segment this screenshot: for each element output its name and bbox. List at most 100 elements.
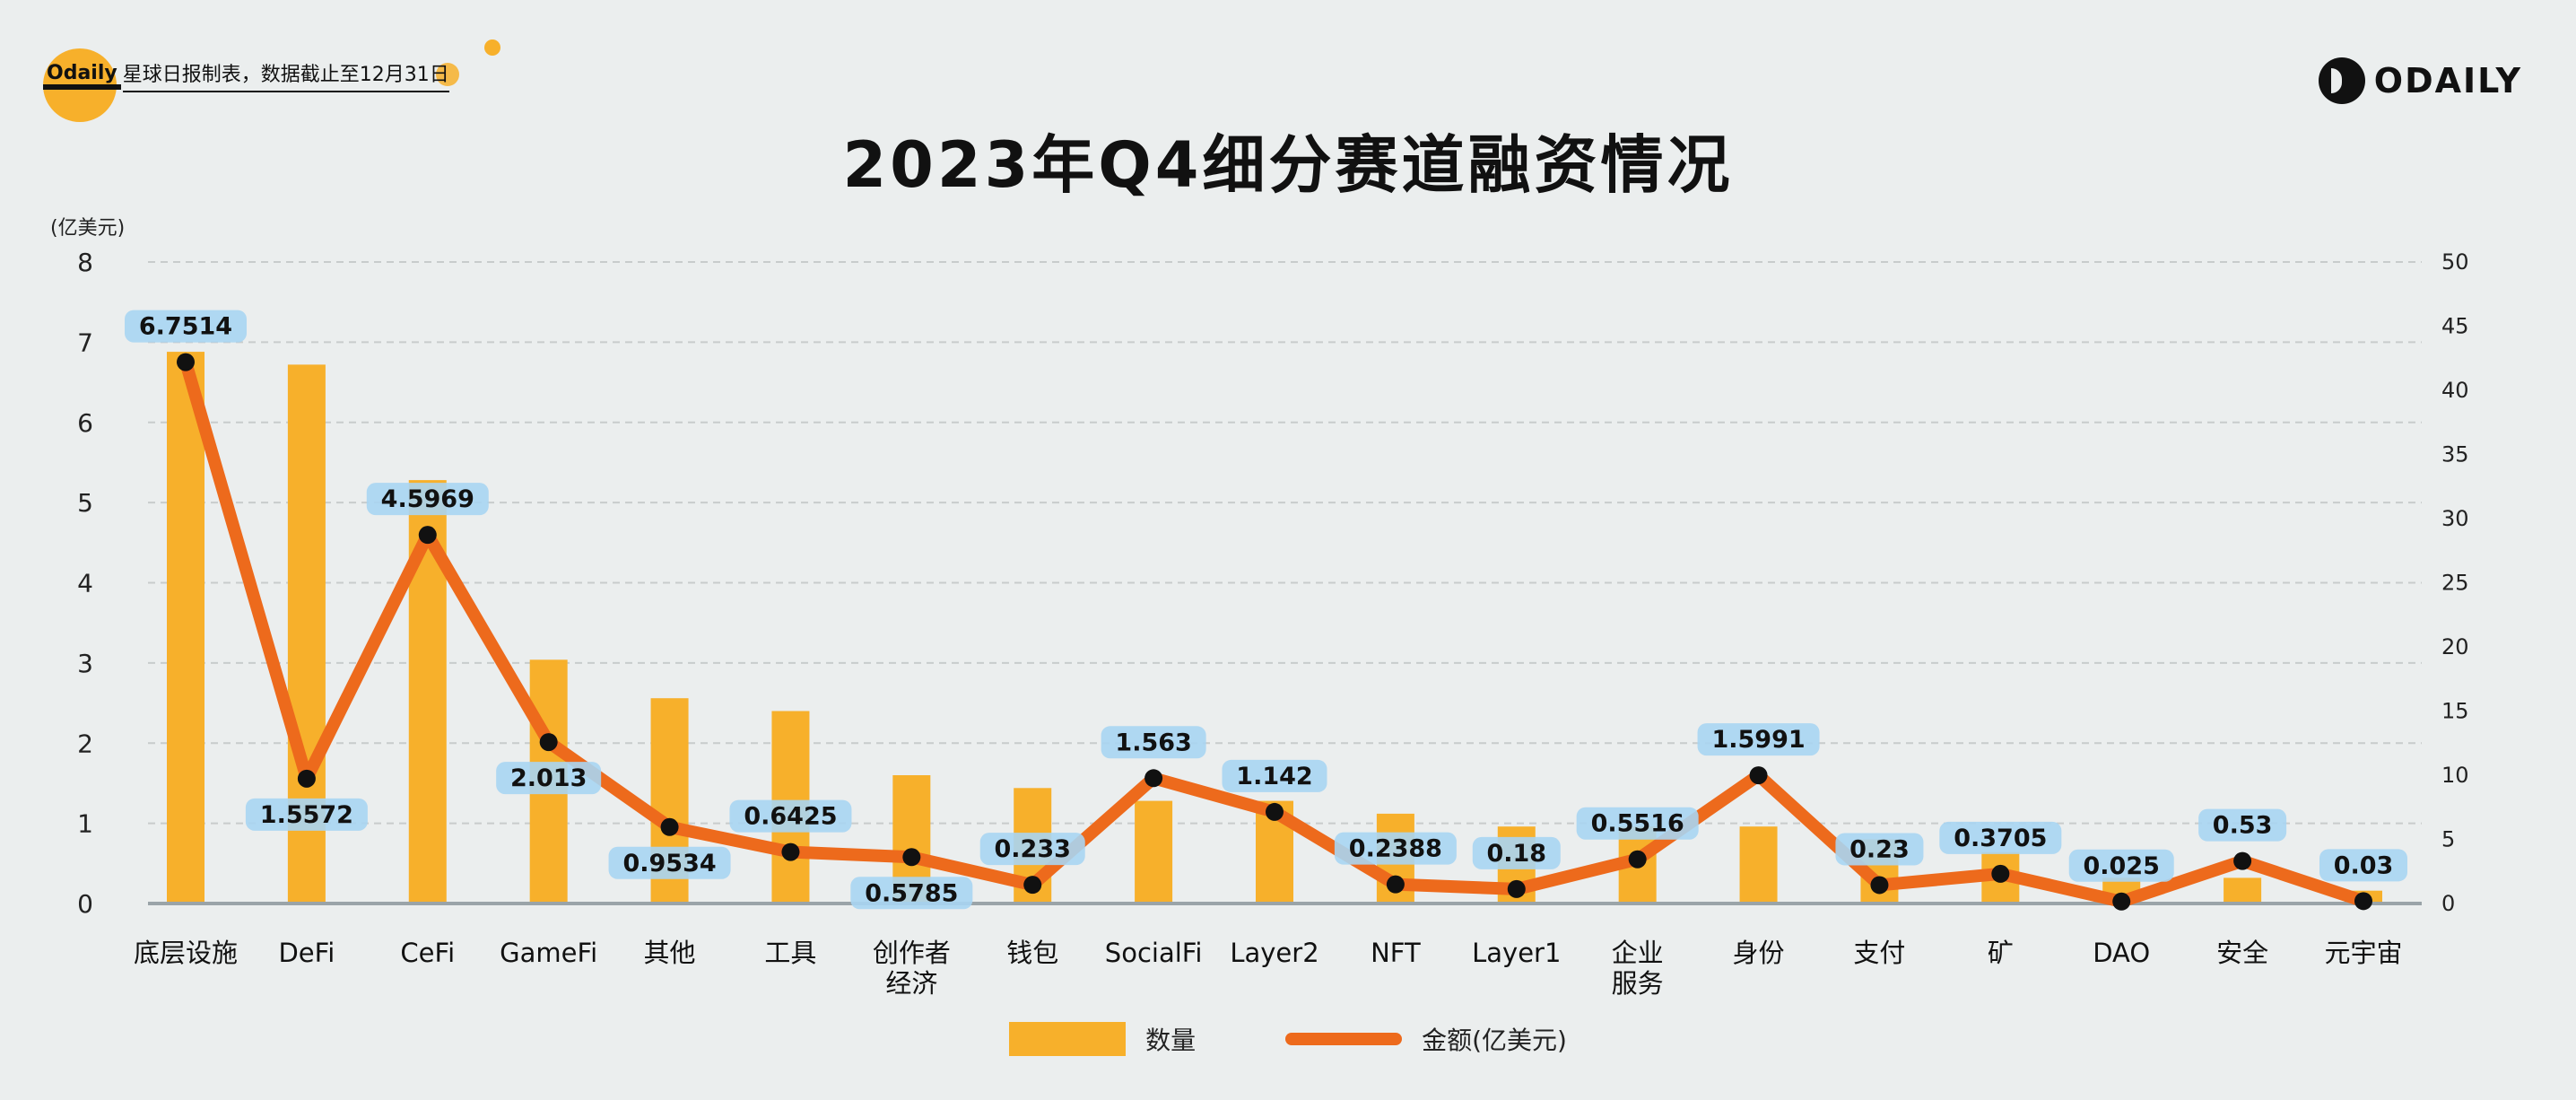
line-point: [1507, 879, 1526, 898]
line-point: [177, 353, 195, 371]
legend: 数量 金额(亿美元): [0, 1021, 2576, 1057]
line-point: [297, 769, 316, 788]
bar: [167, 352, 205, 904]
legend-item-amount: 金额(亿美元): [1285, 1021, 1567, 1057]
chart-title: 2023年Q4细分赛道融资情况: [842, 128, 1734, 202]
left-tick-label: 2: [77, 729, 93, 758]
logo: ODAILY: [2318, 57, 2522, 104]
logo-text: ODAILY: [2373, 61, 2522, 100]
data-label-bg: [125, 310, 247, 343]
data-label-bg: [608, 846, 731, 879]
line-point: [2112, 892, 2131, 911]
line-point: [781, 842, 800, 861]
left-tick-label: 0: [77, 889, 93, 919]
left-axis-unit: (亿美元): [50, 217, 126, 240]
right-tick-label: 40: [2441, 378, 2469, 403]
category-label: 创作者: [873, 938, 951, 968]
data-label: 0.18: [1486, 840, 1546, 868]
category-label: 矿: [1988, 938, 2014, 968]
left-tick-label: 5: [77, 488, 93, 518]
category-label: 其他: [644, 938, 696, 968]
right-tick-label: 45: [2441, 314, 2469, 339]
category-label: 企业: [1612, 938, 1664, 968]
right-tick-label: 30: [2441, 506, 2469, 531]
right-tick-label: 50: [2441, 249, 2469, 275]
data-label: 1.5572: [260, 801, 353, 829]
data-label: 0.9534: [622, 850, 716, 877]
left-tick-label: 7: [77, 327, 93, 357]
right-tick-label: 35: [2441, 442, 2469, 467]
bar: [1135, 800, 1173, 904]
data-label-bg: [729, 799, 852, 833]
category-label: 经济: [885, 968, 937, 999]
data-label: 0.3705: [1954, 825, 2047, 852]
line-point: [1144, 769, 1163, 788]
data-label-bg: [245, 798, 368, 831]
data-label: 0.6425: [744, 803, 837, 831]
line-point: [1870, 876, 1889, 895]
category-label: 元宇宙: [2324, 938, 2402, 968]
data-label: 0.025: [2084, 852, 2160, 880]
data-label-bg: [1101, 726, 1206, 759]
left-tick-label: 8: [77, 248, 93, 277]
badge-dot: [484, 39, 500, 56]
line-point: [1266, 802, 1284, 821]
bar: [2224, 877, 2262, 904]
data-label: 1.142: [1236, 763, 1312, 790]
bar: [1739, 826, 1778, 904]
header-badge: Odaily 星球日报制表，数据截止至12月31日: [43, 39, 500, 122]
data-label: 0.53: [2213, 812, 2273, 840]
category-label: 安全: [2216, 938, 2268, 968]
legend-swatch-line: [1285, 1033, 1403, 1045]
data-label-bg: [2319, 849, 2407, 882]
legend-label-amount: 金额(亿美元): [1422, 1026, 1567, 1055]
data-label-bg: [1334, 832, 1457, 865]
category-label: 支付: [1853, 938, 1905, 968]
category-label: Layer1: [1472, 938, 1561, 968]
data-label: 0.23: [1849, 835, 1910, 863]
legend-swatch-bar: [1009, 1022, 1127, 1056]
line-point: [1628, 850, 1647, 869]
left-tick-label: 3: [77, 649, 93, 678]
data-label: 2.013: [510, 764, 587, 792]
category-label: 服务: [1612, 968, 1664, 999]
line-point: [902, 848, 921, 867]
category-label: 钱包: [1006, 938, 1058, 968]
data-label: 0.2388: [1349, 835, 1442, 863]
category-label: 工具: [764, 938, 816, 968]
category-label: 身份: [1733, 938, 1785, 968]
data-label-bg: [979, 833, 1085, 866]
data-label: 6.7514: [139, 313, 232, 341]
right-tick-label: 15: [2441, 699, 2469, 724]
category-label: SocialFi: [1105, 938, 1203, 968]
data-label: 0.233: [995, 835, 1071, 863]
category-label: GameFi: [500, 938, 597, 968]
category-label: DAO: [2093, 938, 2150, 968]
line-point: [418, 526, 437, 545]
data-label: 0.5785: [865, 879, 958, 907]
data-label-bg: [1472, 836, 1561, 869]
badge-note: 星球日报制表，数据截止至12月31日: [122, 58, 449, 92]
data-label-bg: [850, 877, 973, 910]
legend-item-count: 数量: [1009, 1021, 1196, 1057]
data-label-bg: [2068, 849, 2174, 882]
data-label-bg: [1576, 807, 1699, 840]
category-label: Layer2: [1230, 938, 1318, 968]
data-label-bg: [496, 762, 602, 795]
badge-dot: [436, 63, 459, 86]
logo-icon: [2318, 57, 2365, 104]
right-tick-label: 0: [2441, 891, 2455, 916]
data-label-bg: [1835, 833, 1924, 866]
legend-label-count: 数量: [1145, 1026, 1197, 1055]
data-label: 1.5991: [1711, 726, 1805, 754]
line-point: [539, 733, 558, 752]
data-label: 0.03: [2334, 851, 2394, 879]
line-point: [1991, 864, 2010, 883]
data-label-bg: [1939, 821, 2062, 854]
data-label-bg: [2198, 808, 2287, 842]
data-label: 0.5516: [1591, 810, 1684, 838]
line-point: [2354, 892, 2372, 911]
data-label: 1.563: [1115, 729, 1191, 756]
line-point: [1023, 876, 1042, 895]
